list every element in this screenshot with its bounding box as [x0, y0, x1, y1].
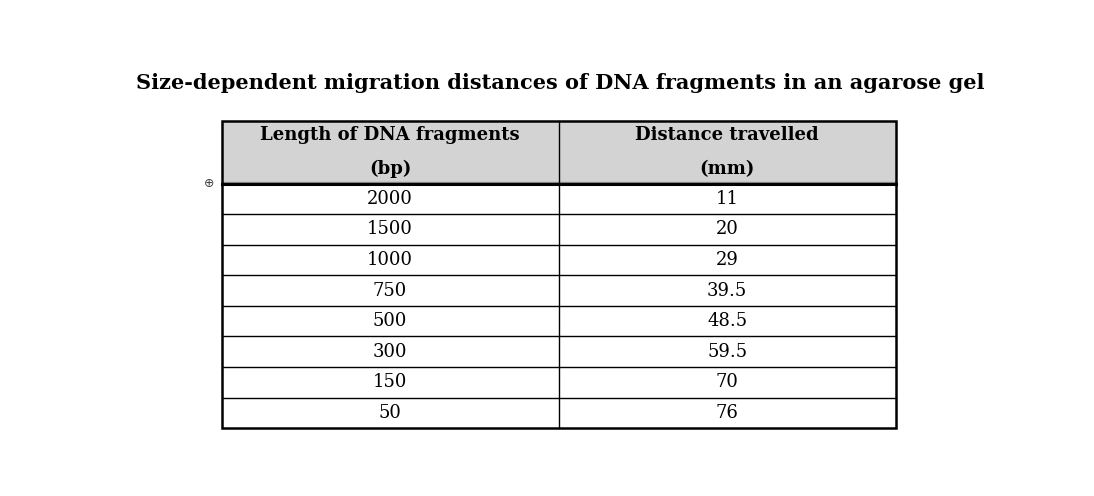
- Text: 76: 76: [715, 404, 738, 422]
- Text: 70: 70: [715, 373, 738, 391]
- Text: 150: 150: [373, 373, 407, 391]
- Text: 1000: 1000: [368, 251, 414, 269]
- Text: 50: 50: [379, 404, 401, 422]
- Text: 48.5: 48.5: [707, 312, 747, 330]
- Text: 750: 750: [373, 282, 407, 300]
- Text: 11: 11: [715, 190, 738, 208]
- Text: (mm): (mm): [699, 160, 755, 179]
- Text: Distance travelled: Distance travelled: [636, 126, 819, 144]
- Text: Length of DNA fragments: Length of DNA fragments: [260, 126, 520, 144]
- Text: 300: 300: [373, 343, 407, 361]
- Text: Size-dependent migration distances of DNA fragments in an agarose gel: Size-dependent migration distances of DN…: [137, 73, 985, 93]
- Text: 2000: 2000: [368, 190, 412, 208]
- Text: 59.5: 59.5: [707, 343, 747, 361]
- Text: (bp): (bp): [369, 160, 411, 179]
- Text: ⊕: ⊕: [205, 177, 214, 190]
- Text: 39.5: 39.5: [707, 282, 747, 300]
- Text: 1500: 1500: [368, 221, 412, 239]
- Text: 20: 20: [715, 221, 738, 239]
- Text: 500: 500: [373, 312, 407, 330]
- Text: 29: 29: [715, 251, 738, 269]
